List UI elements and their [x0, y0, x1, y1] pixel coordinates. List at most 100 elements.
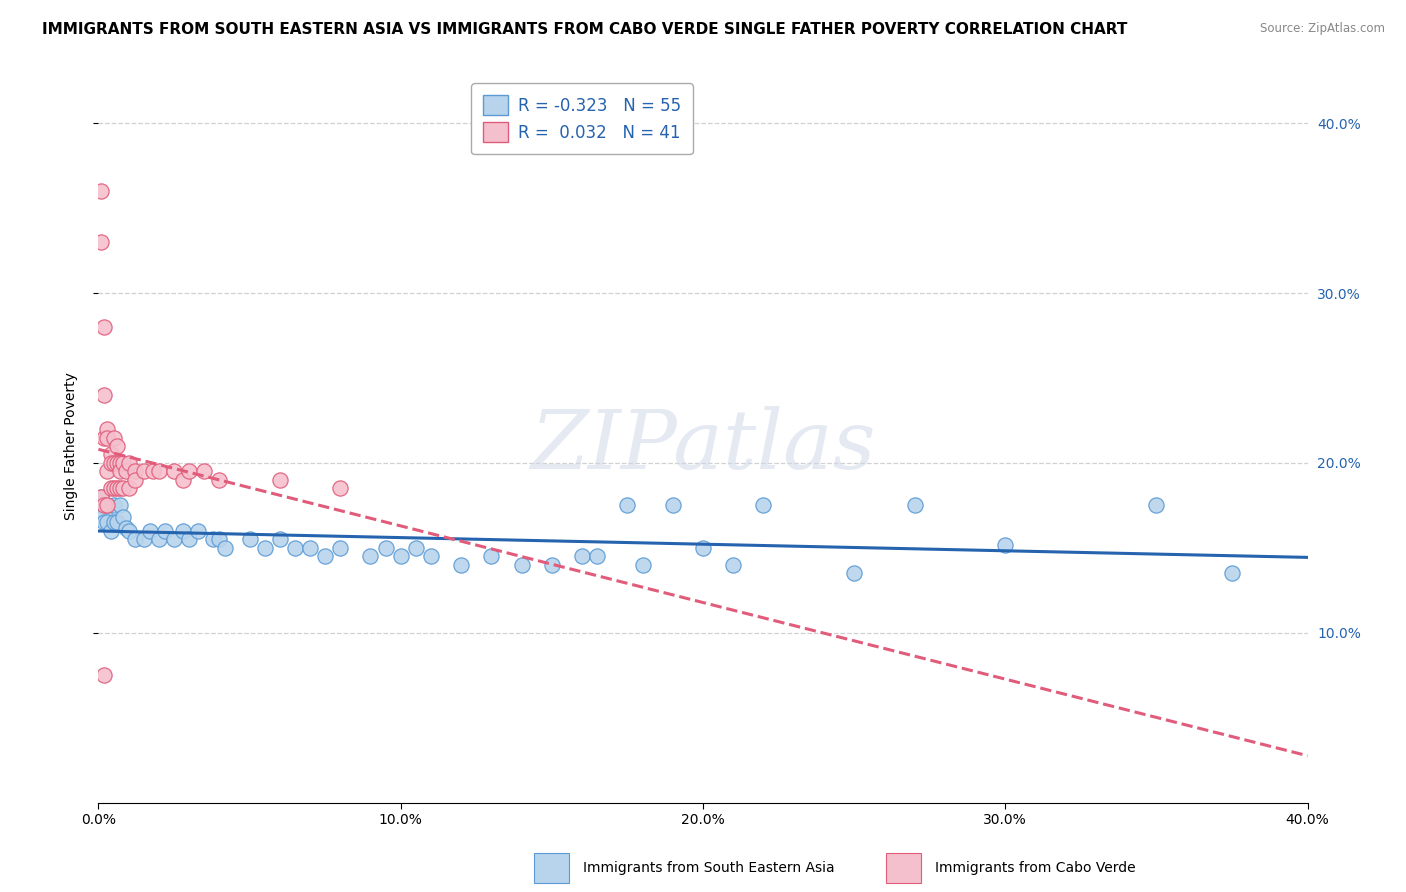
Point: [96, 499, 118, 513]
Point: [100, 448, 122, 462]
Point: [269, 473, 291, 487]
Point: [118, 482, 141, 496]
Point: [93, 516, 115, 530]
Point: [108, 499, 131, 513]
Point: [105, 439, 128, 453]
Point: [616, 499, 638, 513]
Point: [481, 549, 503, 564]
Point: [103, 499, 125, 513]
FancyBboxPatch shape: [886, 853, 921, 883]
Point: [96, 430, 118, 444]
Point: [93, 388, 115, 402]
Point: [105, 516, 128, 530]
Point: [631, 558, 654, 572]
Point: [450, 558, 472, 572]
Point: [179, 533, 201, 547]
Point: [96, 516, 118, 530]
Point: [329, 482, 352, 496]
Point: [90, 184, 112, 198]
Point: [114, 520, 136, 534]
Point: [114, 465, 136, 479]
Point: [124, 465, 146, 479]
Point: [661, 499, 683, 513]
Point: [108, 482, 131, 496]
Point: [202, 533, 225, 547]
Legend: R = -0.323   N = 55, R =  0.032   N = 41: R = -0.323 N = 55, R = 0.032 N = 41: [471, 83, 693, 154]
Point: [90, 490, 112, 504]
Point: [93, 320, 115, 334]
Point: [284, 541, 307, 555]
Point: [108, 465, 131, 479]
Point: [214, 541, 236, 555]
Point: [111, 482, 134, 496]
Point: [100, 456, 122, 470]
Point: [118, 456, 141, 470]
Point: [571, 549, 593, 564]
Point: [723, 558, 745, 572]
Point: [96, 422, 118, 436]
Point: [172, 473, 194, 487]
Point: [904, 499, 927, 513]
Point: [90, 499, 112, 513]
Point: [692, 541, 714, 555]
Text: IMMIGRANTS FROM SOUTH EASTERN ASIA VS IMMIGRANTS FROM CABO VERDE SINGLE FATHER P: IMMIGRANTS FROM SOUTH EASTERN ASIA VS IM…: [42, 22, 1128, 37]
Y-axis label: Single Father Poverty: Single Father Poverty: [63, 372, 77, 520]
Text: Immigrants from Cabo Verde: Immigrants from Cabo Verde: [935, 861, 1136, 875]
Point: [100, 524, 122, 538]
Point: [103, 482, 125, 496]
Point: [360, 549, 382, 564]
Point: [420, 549, 443, 564]
Point: [844, 566, 866, 581]
Point: [163, 465, 186, 479]
Point: [752, 499, 775, 513]
Point: [103, 516, 125, 530]
Point: [374, 541, 396, 555]
Point: [179, 465, 201, 479]
Point: [510, 558, 533, 572]
Point: [118, 524, 141, 538]
Point: [96, 465, 118, 479]
Point: [148, 533, 170, 547]
Point: [208, 533, 231, 547]
Point: [103, 456, 125, 470]
Point: [93, 507, 115, 521]
Point: [329, 541, 352, 555]
Point: [100, 482, 122, 496]
Point: [111, 510, 134, 524]
Point: [142, 465, 165, 479]
Point: [148, 465, 170, 479]
Text: ZIPatlas: ZIPatlas: [530, 406, 876, 486]
Point: [187, 524, 209, 538]
FancyBboxPatch shape: [534, 853, 569, 883]
Point: [132, 533, 155, 547]
Point: [124, 473, 146, 487]
Point: [93, 499, 115, 513]
Point: [172, 524, 194, 538]
Point: [540, 558, 562, 572]
Point: [1220, 566, 1243, 581]
Point: [90, 235, 112, 249]
Point: [132, 465, 155, 479]
Point: [994, 537, 1017, 551]
Point: [389, 549, 412, 564]
Text: Immigrants from South Eastern Asia: Immigrants from South Eastern Asia: [583, 861, 835, 875]
Point: [96, 499, 118, 513]
Point: [253, 541, 276, 555]
Point: [105, 456, 128, 470]
Point: [193, 465, 215, 479]
Point: [299, 541, 322, 555]
Point: [103, 430, 125, 444]
Point: [153, 524, 176, 538]
Point: [269, 533, 291, 547]
Point: [124, 533, 146, 547]
Point: [139, 524, 162, 538]
Point: [586, 549, 609, 564]
Point: [90, 490, 112, 504]
Point: [314, 549, 336, 564]
Point: [1144, 499, 1167, 513]
Point: [208, 473, 231, 487]
Point: [105, 482, 128, 496]
Point: [239, 533, 262, 547]
Point: [93, 430, 115, 444]
Point: [405, 541, 427, 555]
